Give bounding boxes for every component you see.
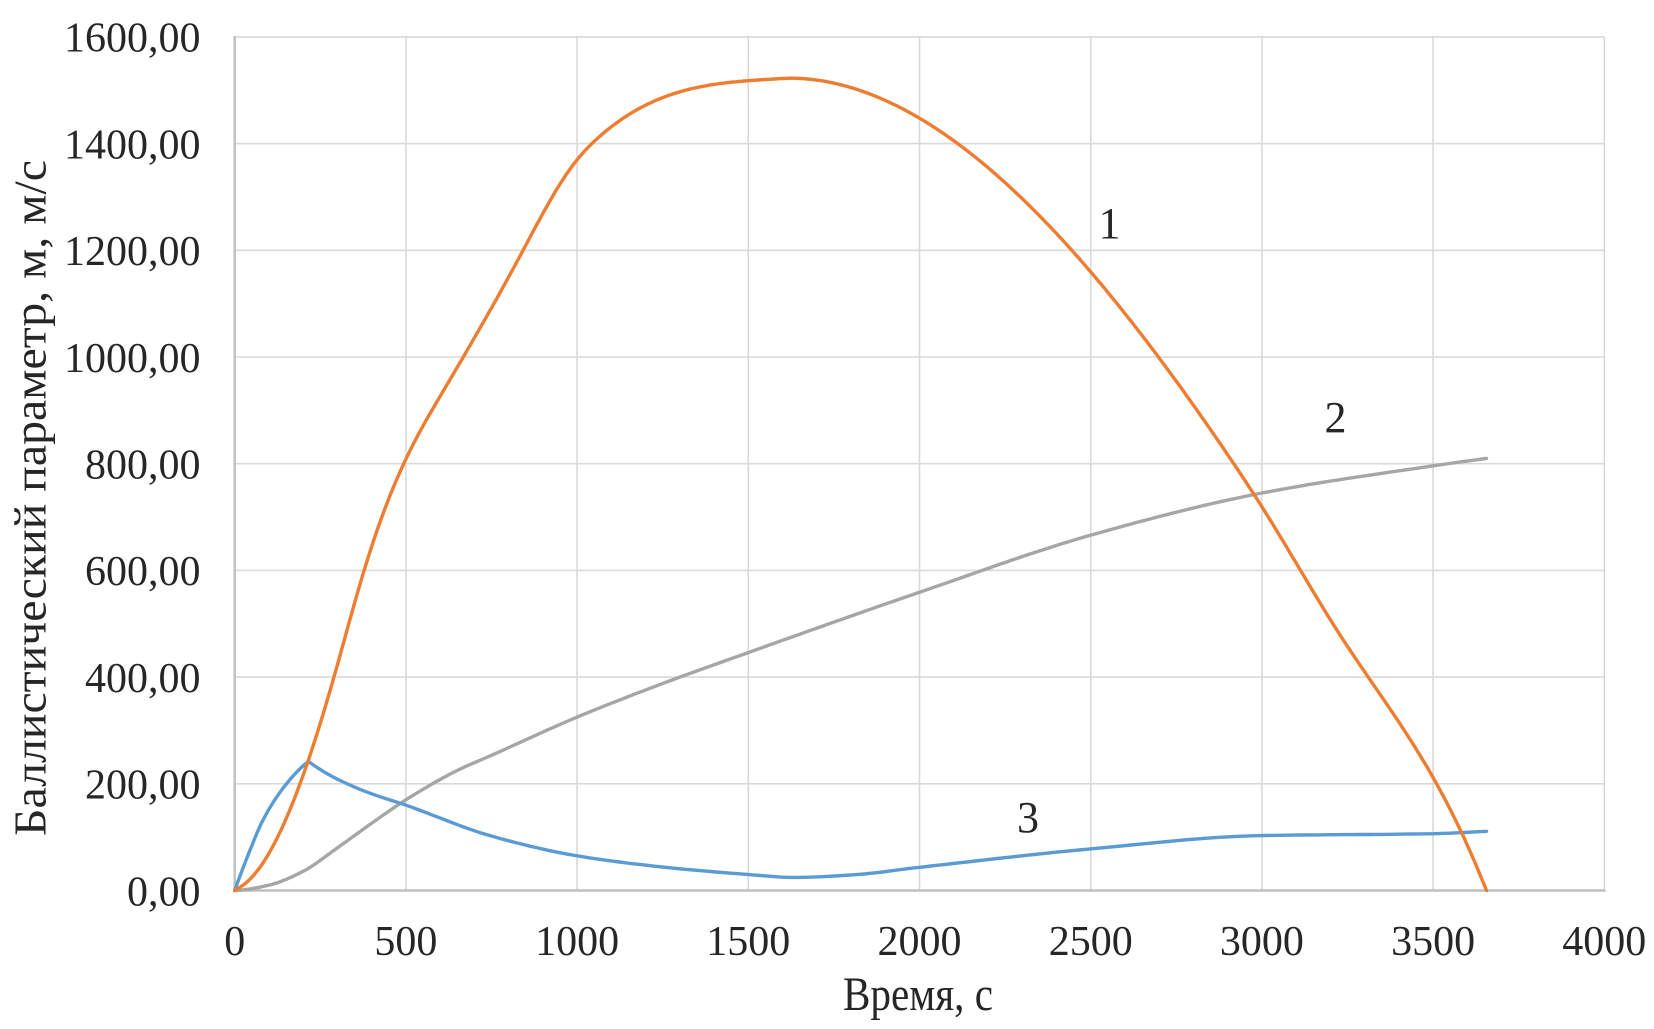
svg-text:2500: 2500 [1049,919,1133,965]
svg-text:Время, с: Время, с [843,968,993,1021]
svg-text:500: 500 [374,919,437,965]
svg-text:1600,00: 1600,00 [64,16,201,62]
svg-text:2: 2 [1325,393,1347,442]
svg-text:600,00: 600,00 [85,549,201,595]
svg-text:3: 3 [1017,793,1039,842]
svg-text:2000: 2000 [878,919,962,965]
svg-text:1000,00: 1000,00 [64,336,201,382]
svg-text:0,00: 0,00 [127,869,201,915]
svg-text:1200,00: 1200,00 [64,229,201,275]
svg-text:1000: 1000 [535,919,619,965]
svg-text:3500: 3500 [1391,919,1475,965]
svg-text:800,00: 800,00 [85,443,201,489]
svg-text:200,00: 200,00 [85,763,201,809]
svg-text:4000: 4000 [1562,919,1646,965]
svg-text:1500: 1500 [706,919,790,965]
svg-text:1: 1 [1099,199,1121,248]
svg-text:0: 0 [224,919,245,965]
svg-text:400,00: 400,00 [85,656,201,702]
svg-text:1400,00: 1400,00 [64,122,201,168]
svg-text:3000: 3000 [1220,919,1304,965]
svg-text:Баллистический параметр, м, м/: Баллистический параметр, м, м/с [5,160,56,836]
